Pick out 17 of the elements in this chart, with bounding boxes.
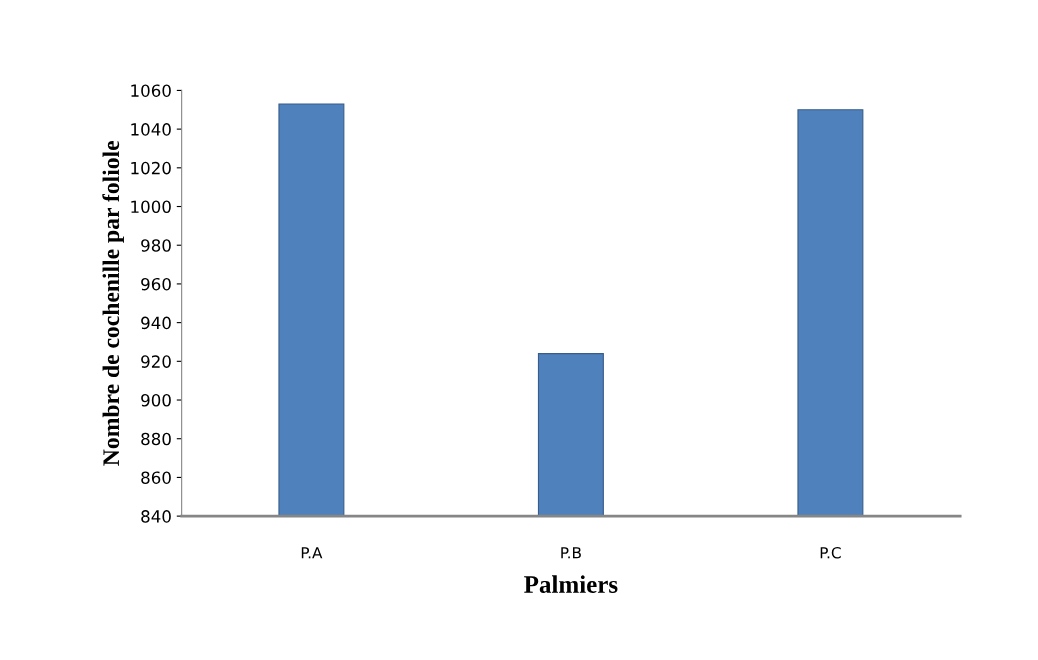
y-tick-label: 900 — [141, 393, 171, 407]
y-tick-label: 940 — [141, 316, 171, 330]
x-tick-label: P.A — [301, 547, 323, 559]
y-tick-label: 840 — [141, 510, 171, 523]
y-tick-label: 860 — [141, 471, 171, 484]
y-tick-label: 920 — [141, 355, 171, 368]
x-axis-title: Palmiers — [524, 575, 618, 593]
y-tick-label: 1020 — [131, 161, 171, 175]
y-tick-label: 980 — [141, 239, 171, 252]
y-tick-label: 960 — [141, 277, 171, 291]
y-tick-label: 880 — [141, 432, 171, 446]
x-tick-label: P.C — [820, 546, 841, 559]
y-axis-title: Nombre de cochenille par foliole — [102, 141, 124, 466]
x-tick-label: P.B — [561, 547, 581, 559]
y-tick-label: 1040 — [131, 123, 171, 136]
y-tick-label: 1060 — [131, 84, 171, 97]
y-tick-label: 1000 — [131, 200, 171, 214]
